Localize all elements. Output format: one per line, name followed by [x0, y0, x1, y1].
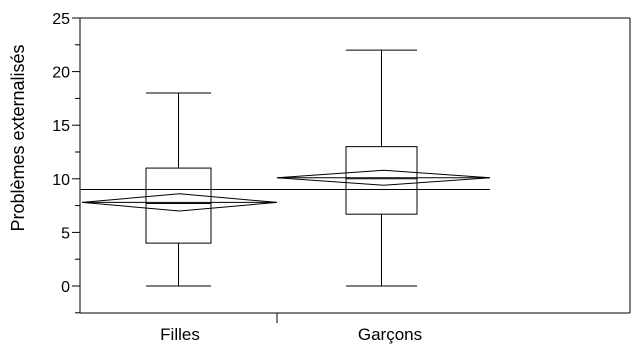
box-group [345, 49, 418, 287]
y-tick-label: 25 [52, 11, 70, 28]
box-iqr [345, 146, 418, 215]
y-axis-title: Problèmes externalisés [8, 44, 28, 231]
y-tick-label: 5 [61, 225, 70, 242]
box-groups [145, 49, 418, 287]
x-axis: Filles Garçons [160, 313, 422, 344]
box-iqr [145, 167, 212, 244]
y-tick-label: 10 [52, 172, 70, 189]
mean-diamonds [80, 169, 491, 212]
x-category-label: Garçons [358, 325, 422, 344]
y-tick-label: 0 [61, 279, 70, 296]
y-tick-label: 15 [52, 118, 70, 135]
box-group [145, 92, 212, 287]
plot-frame [80, 17, 631, 314]
y-axis: 0 5 10 15 20 25 [52, 11, 81, 314]
y-tick-label: 20 [52, 65, 70, 82]
x-category-label: Filles [160, 325, 200, 344]
